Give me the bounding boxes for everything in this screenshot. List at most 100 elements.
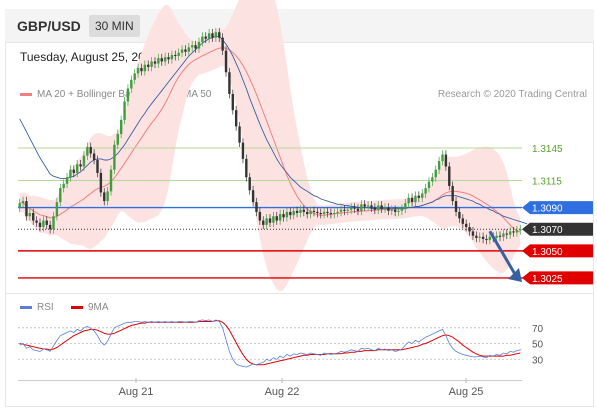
candle-body [390, 209, 393, 211]
legend-9ma-swatch [71, 305, 83, 309]
candle-body [228, 72, 231, 94]
candle-body [380, 205, 383, 209]
legend-rsi-label: RSI [37, 302, 54, 313]
legend-rsi-swatch [20, 305, 32, 309]
candle-body [360, 204, 363, 211]
candle-body [437, 161, 441, 170]
candle-body [326, 211, 329, 213]
candle-body [69, 169, 72, 178]
price-level-label-4: 1.3050 [532, 247, 563, 258]
candle-body [45, 220, 48, 225]
candle-body [417, 195, 421, 198]
candle-body [319, 212, 322, 215]
candle-body [75, 164, 79, 173]
candle-body [116, 133, 119, 145]
candle-body [187, 47, 191, 52]
rsi-level-label-1: 50 [532, 340, 544, 351]
candle-body [207, 33, 211, 39]
candle-body [106, 191, 109, 202]
candle-body [170, 54, 174, 60]
candle-body [316, 211, 319, 213]
candle-body [113, 144, 116, 170]
candle-body [322, 211, 326, 215]
candle-body [349, 207, 353, 210]
ma50-line [19, 36, 528, 225]
candle-body [508, 231, 512, 235]
candle-body [299, 209, 302, 213]
candle-body [184, 49, 187, 52]
candle-body [238, 126, 241, 143]
candle-body [295, 210, 299, 213]
timeframe-badge[interactable]: 30 MIN [89, 15, 140, 37]
rsi-level-label-2: 30 [532, 355, 544, 366]
candle-body [292, 210, 295, 216]
legend-bollinger-swatch [20, 92, 32, 96]
candle-body [302, 209, 306, 212]
candle-body [289, 211, 292, 216]
time-tick-label-1: Aug 22 [265, 386, 300, 398]
candle-body [485, 238, 488, 241]
candle-body [143, 64, 147, 72]
candle-body [475, 235, 478, 238]
candle-body [502, 233, 505, 237]
symbol-title: GBP/USD [17, 18, 81, 34]
candle-body [421, 193, 424, 198]
candle-body [163, 57, 167, 62]
candle-body [89, 146, 92, 154]
candle-body [221, 37, 224, 51]
candle-body [397, 210, 400, 212]
candle-body [387, 207, 390, 211]
candle-body [86, 146, 89, 156]
chart-header: GBP/USD 30 MIN [5, 9, 594, 43]
candle-body [512, 231, 515, 233]
candle-body [147, 64, 150, 67]
candle-body [458, 211, 461, 219]
candle-body [424, 188, 427, 194]
candle-body [55, 202, 59, 217]
candle-body [35, 220, 38, 223]
price-level-tag-4 [522, 244, 593, 258]
price-level-label-3: 1.3070 [532, 225, 563, 236]
candle-body [312, 210, 316, 212]
candle-body [309, 210, 312, 215]
candle-body [248, 177, 251, 191]
candle-body [272, 216, 275, 223]
legend-bollinger: MA 20 + Bollinger Bands [20, 89, 147, 100]
candle-body [82, 155, 86, 167]
candle-body [234, 110, 238, 127]
candle-body [130, 79, 133, 89]
price-level-tag-2 [522, 201, 593, 215]
forecast-arrow-shaft [488, 230, 518, 277]
candle-body [140, 67, 143, 72]
candle-body [434, 169, 437, 178]
candle-body [150, 61, 153, 67]
candle-body [370, 205, 373, 208]
candle-body [218, 32, 221, 38]
candle-body [21, 201, 25, 204]
candle-body [126, 88, 130, 102]
candle-body [515, 230, 519, 233]
candle-body [343, 209, 346, 211]
candle-body [262, 220, 265, 225]
price-level-label-5: 1.3025 [532, 274, 563, 285]
candle-body [157, 58, 160, 64]
candle-body [103, 192, 106, 202]
candle-body [285, 211, 289, 218]
candle-body [407, 197, 410, 204]
candle-body [336, 211, 339, 213]
candle-body [72, 169, 76, 173]
candle-body [245, 158, 248, 178]
candle-body [282, 214, 285, 218]
candle-body [214, 32, 218, 38]
price-level-label-1: 1.3115 [532, 177, 562, 188]
candle-body [204, 36, 207, 39]
legend-rsi: RSI [20, 302, 54, 313]
candle-body [65, 177, 69, 184]
rsi-9ma-line [19, 320, 521, 366]
candle-body [42, 220, 45, 228]
candle-body [393, 209, 397, 212]
price-level-label-2: 1.3090 [532, 204, 563, 215]
candle-body [52, 216, 55, 230]
candle-body [414, 195, 417, 203]
